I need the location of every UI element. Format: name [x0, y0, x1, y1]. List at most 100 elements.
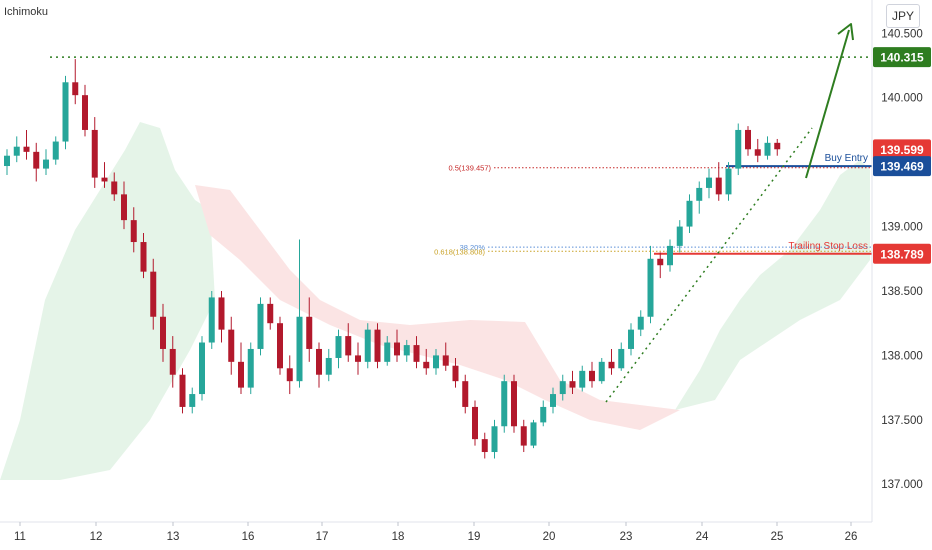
time-tick-label: 19	[468, 531, 481, 543]
candle	[179, 368, 186, 414]
candle-body	[364, 329, 371, 362]
candle-body	[491, 426, 498, 453]
projection-arrow-head	[837, 23, 854, 41]
candle	[598, 357, 605, 384]
candle-body	[520, 426, 527, 446]
trend-drawings	[605, 23, 854, 403]
currency-badge[interactable]: JPY	[886, 4, 920, 28]
candle	[706, 168, 712, 199]
candle-body	[589, 370, 595, 382]
candle-body	[13, 146, 20, 156]
candle-body	[530, 422, 537, 446]
candle	[160, 303, 166, 362]
candle	[150, 258, 157, 330]
candle	[745, 126, 751, 156]
candle-body	[189, 394, 196, 407]
candle	[481, 432, 488, 459]
candle	[725, 162, 732, 201]
candle	[715, 162, 722, 201]
candle	[208, 290, 215, 349]
candle	[4, 149, 10, 176]
stop-price-tag	[873, 243, 931, 264]
candle	[511, 374, 517, 433]
candle	[228, 316, 235, 375]
candle-body	[579, 370, 586, 388]
candle	[169, 336, 176, 388]
candle	[111, 172, 118, 201]
candle-body	[569, 381, 576, 388]
candle-body	[667, 245, 673, 266]
candle-body	[199, 342, 205, 395]
candle-body	[52, 141, 59, 160]
price-tick-label: 137.000	[881, 479, 923, 491]
candle	[433, 348, 439, 375]
candle-body	[481, 439, 488, 453]
candle-body	[169, 348, 176, 375]
candle	[23, 129, 30, 160]
time-tick-label: 24	[696, 531, 709, 543]
price-axis[interactable]: 137.000 137.500 138.000 138.500 139.000 140.0…	[871, 0, 923, 522]
candle-body	[179, 374, 186, 407]
candle-body	[706, 177, 712, 188]
candle	[384, 336, 391, 366]
candle-body	[647, 258, 654, 317]
candle-body	[501, 381, 508, 427]
candle-body	[33, 151, 40, 169]
indicator-label[interactable]: Ichimoku	[4, 6, 49, 18]
cloud-bearish-segment	[195, 185, 680, 430]
candle	[676, 220, 683, 253]
candle	[462, 374, 469, 414]
price-level-lines: 140.315 139.599 139.469 Buy Entry 138.789 Tra…	[50, 47, 931, 264]
time-axis[interactable]: 11 12 13 16 17 18 19 20 23 24 25 26	[0, 521, 872, 543]
time-tick-label: 18	[392, 531, 405, 543]
price-tick-label: 140.000	[881, 93, 923, 105]
candle	[325, 348, 332, 382]
time-tick-label: 17	[316, 531, 329, 543]
candle-body	[150, 271, 157, 317]
candle-body	[160, 316, 166, 349]
candle-body	[472, 406, 478, 440]
fib-label: 0.618(138.808)	[434, 247, 485, 256]
candle	[91, 117, 98, 188]
time-tick-label: 20	[543, 531, 556, 543]
candle	[267, 297, 274, 330]
candle	[199, 336, 205, 401]
candle	[667, 239, 673, 272]
candle	[121, 181, 127, 230]
candle-body	[559, 381, 566, 395]
candle	[589, 361, 595, 388]
candle-body	[345, 336, 352, 356]
candle	[218, 290, 225, 343]
candle	[101, 162, 108, 188]
candle-body	[374, 329, 381, 362]
candle-body	[130, 220, 137, 243]
candle-body	[257, 303, 264, 349]
price-tick-label: 137.500	[881, 415, 923, 427]
candle-body	[403, 345, 410, 356]
candle-body	[657, 258, 664, 266]
candle	[452, 357, 459, 388]
candle-body	[394, 342, 400, 356]
candle-body	[745, 129, 751, 150]
candle	[608, 348, 615, 375]
candle-body	[23, 146, 30, 152]
time-tick-label: 11	[14, 531, 26, 543]
candle	[189, 387, 196, 414]
candle-body	[43, 159, 49, 169]
candle	[491, 419, 498, 459]
candle	[130, 207, 137, 253]
price-tick-label: 138.000	[881, 350, 923, 362]
resistance-price-tag	[873, 139, 931, 160]
candle	[442, 342, 449, 371]
entry-annotation: Buy Entry	[825, 153, 868, 164]
candle-body	[335, 336, 342, 358]
candle-body	[413, 345, 420, 362]
candle-body	[462, 381, 469, 407]
candle	[72, 59, 79, 105]
candle	[754, 138, 761, 163]
candle	[140, 233, 147, 279]
candle-body	[550, 394, 556, 407]
resistance-price-label: 139.599	[880, 143, 924, 157]
candle-body	[433, 355, 439, 369]
